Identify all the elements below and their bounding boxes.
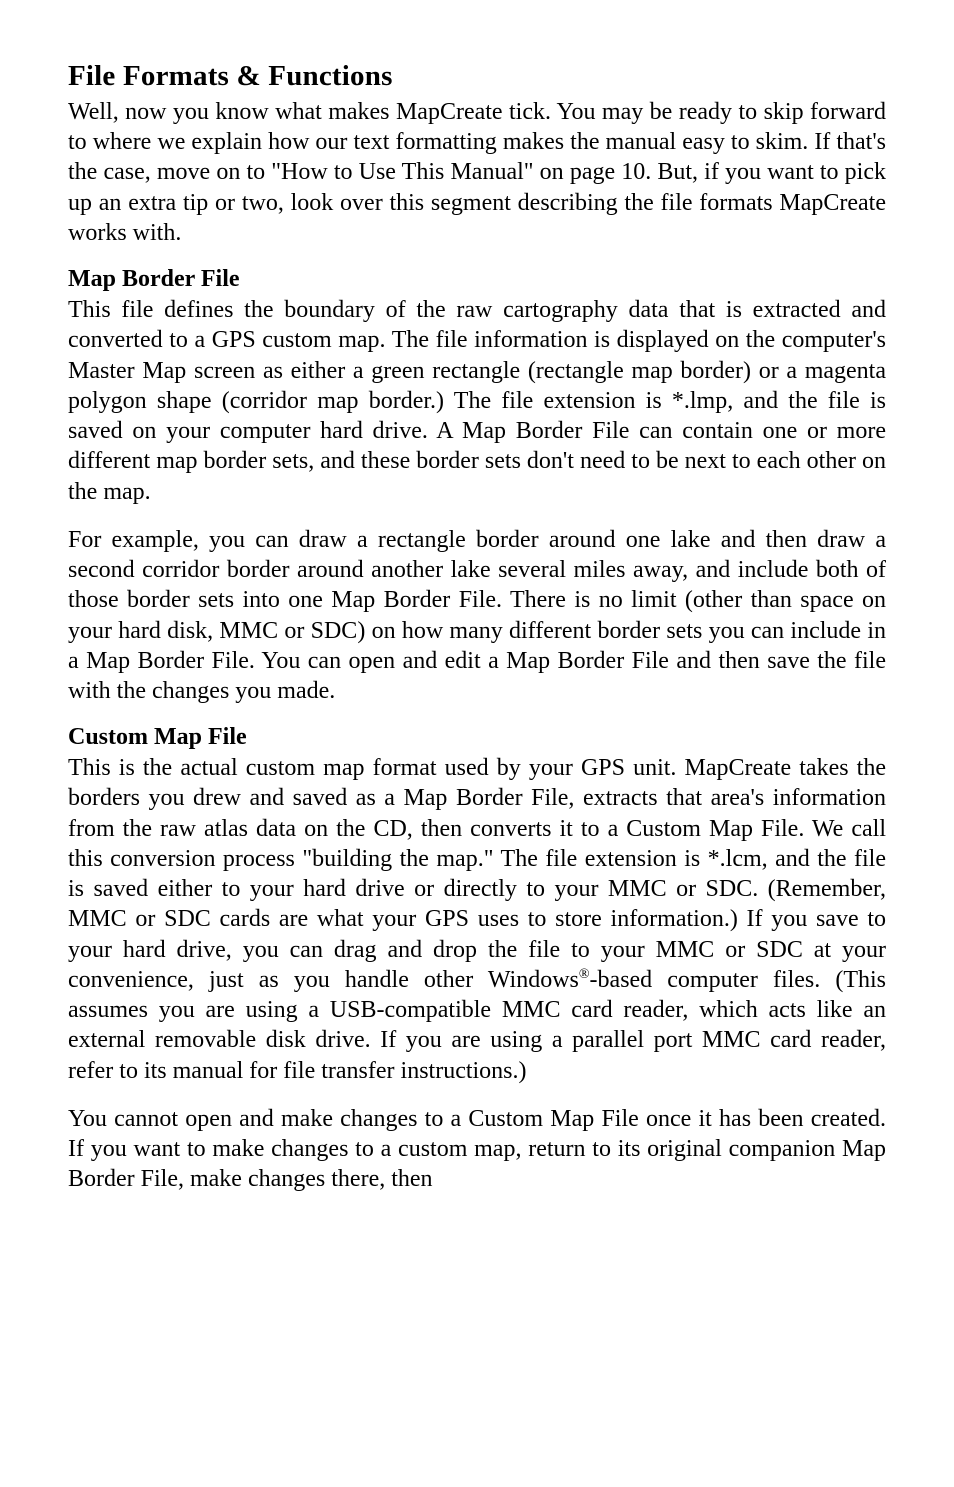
registered-symbol: ® (579, 967, 590, 982)
custom-map-paragraph-1: This is the actual custom map format use… (68, 753, 886, 1086)
custom-map-paragraph-2: You cannot open and make changes to a Cu… (68, 1104, 886, 1195)
custom-map-p1-pre: This is the actual custom map format use… (68, 755, 886, 993)
intro-paragraph: Well, now you know what makes MapCreate … (68, 97, 886, 248)
section-heading-custom-map: Custom Map File (68, 724, 886, 751)
map-border-paragraph-1: This file defines the boundary of the ra… (68, 295, 886, 507)
map-border-paragraph-2: For example, you can draw a rectangle bo… (68, 525, 886, 706)
page-container: File Formats & Functions Well, now you k… (0, 0, 954, 1487)
section-heading-map-border: Map Border File (68, 266, 886, 293)
page-title: File Formats & Functions (68, 60, 886, 93)
